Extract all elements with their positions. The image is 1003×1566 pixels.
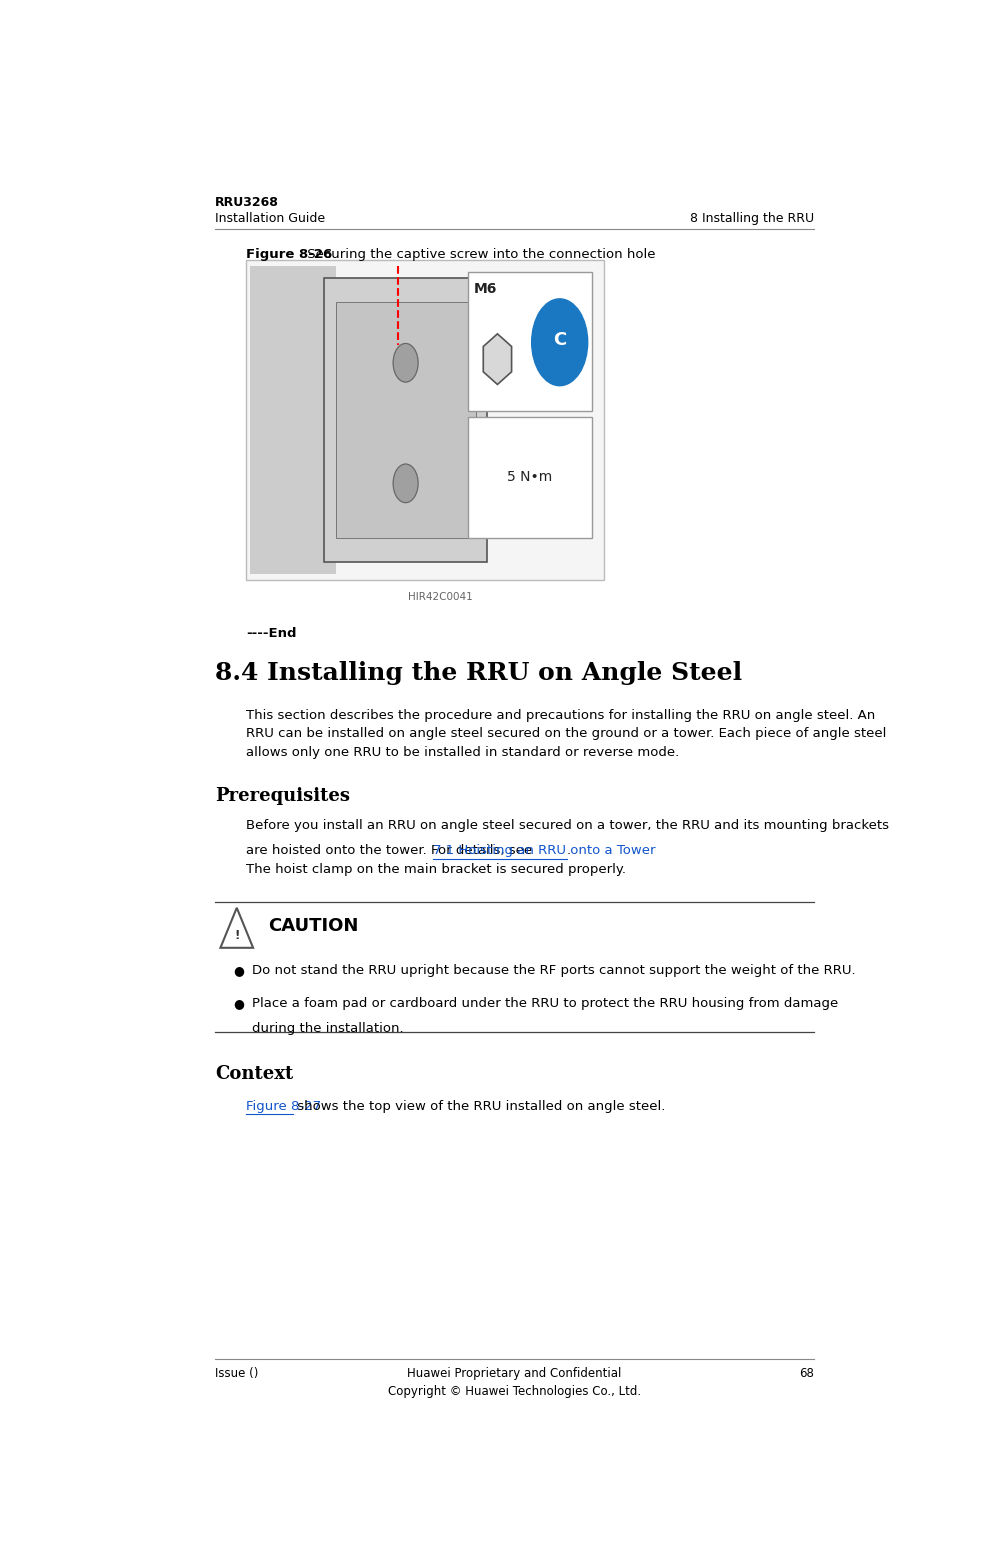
Text: !: ! <box>234 929 240 943</box>
Text: Figure 8-27: Figure 8-27 <box>246 1099 321 1112</box>
Text: shows the top view of the RRU installed on angle steel.: shows the top view of the RRU installed … <box>293 1099 665 1112</box>
Text: ●: ● <box>234 965 245 977</box>
Text: Securing the captive screw into the connection hole: Securing the captive screw into the conn… <box>303 247 655 262</box>
FancyBboxPatch shape <box>246 260 604 579</box>
Text: Figure 8-26: Figure 8-26 <box>246 247 332 262</box>
Text: This section describes the procedure and precautions for installing the RRU on a: This section describes the procedure and… <box>246 709 886 760</box>
Circle shape <box>393 343 417 382</box>
Text: Context: Context <box>215 1065 293 1082</box>
Text: Installation Guide: Installation Guide <box>215 211 325 226</box>
Text: Place a foam pad or cardboard under the RRU to protect the RRU housing from dama: Place a foam pad or cardboard under the … <box>252 998 838 1010</box>
Text: CAUTION: CAUTION <box>268 918 358 935</box>
FancyBboxPatch shape <box>467 417 592 537</box>
Text: C: C <box>553 330 566 349</box>
Text: during the installation.: during the installation. <box>252 1023 403 1035</box>
Polygon shape <box>221 908 253 947</box>
Text: Huawei Proprietary and Confidential
Copyright © Huawei Technologies Co., Ltd.: Huawei Proprietary and Confidential Copy… <box>387 1367 641 1398</box>
Polygon shape <box>482 334 512 385</box>
Text: The hoist clamp on the main bracket is secured properly.: The hoist clamp on the main bracket is s… <box>246 863 626 877</box>
Text: HIR42C0041: HIR42C0041 <box>408 592 472 601</box>
Text: Do not stand the RRU upright because the RF ports cannot support the weight of t: Do not stand the RRU upright because the… <box>252 965 856 977</box>
Text: 5 N•m: 5 N•m <box>507 470 553 484</box>
Text: 68: 68 <box>798 1367 813 1380</box>
Text: 8.4 Installing the RRU on Angle Steel: 8.4 Installing the RRU on Angle Steel <box>215 661 741 684</box>
Circle shape <box>532 299 587 385</box>
Circle shape <box>393 464 417 503</box>
Text: are hoisted onto the tower. For details, see: are hoisted onto the tower. For details,… <box>246 844 536 858</box>
FancyBboxPatch shape <box>250 266 335 573</box>
Text: RRU3268: RRU3268 <box>215 196 279 210</box>
Text: Issue (): Issue () <box>215 1367 258 1380</box>
Text: 7.1 Hoisting an RRU onto a Tower: 7.1 Hoisting an RRU onto a Tower <box>433 844 655 858</box>
Text: 8 Installing the RRU: 8 Installing the RRU <box>689 211 813 226</box>
FancyBboxPatch shape <box>324 279 486 562</box>
Text: Before you install an RRU on angle steel secured on a tower, the RRU and its mou: Before you install an RRU on angle steel… <box>246 819 889 832</box>
FancyBboxPatch shape <box>335 302 475 537</box>
Text: .: . <box>566 844 570 858</box>
Text: Prerequisites: Prerequisites <box>215 788 350 805</box>
Text: M6: M6 <box>473 282 496 296</box>
Text: ●: ● <box>234 998 245 1010</box>
FancyBboxPatch shape <box>467 272 592 410</box>
Text: ----End: ----End <box>246 626 296 640</box>
